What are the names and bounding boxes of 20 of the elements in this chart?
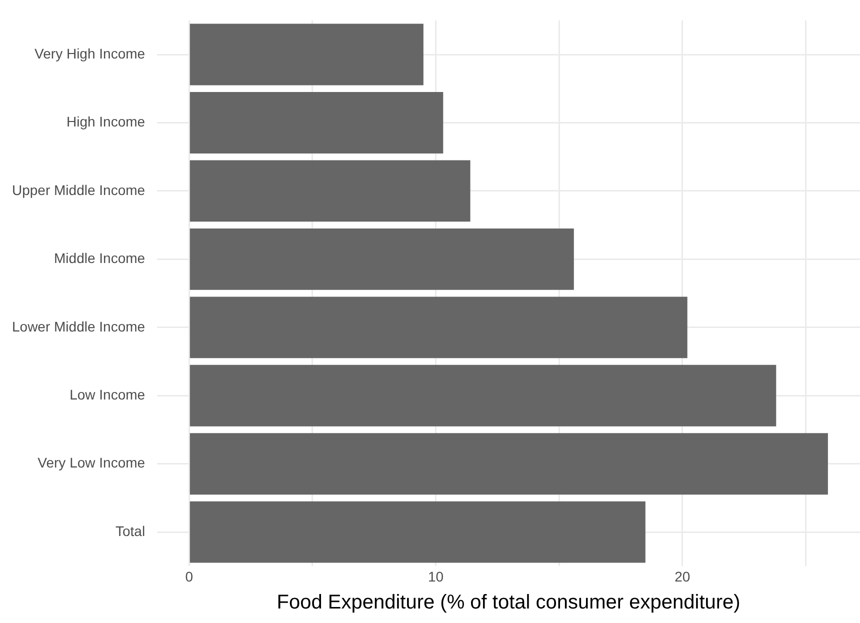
bar bbox=[190, 364, 776, 426]
x-axis-title: Food Expenditure (% of total consumer expenditure) bbox=[276, 592, 740, 614]
bar bbox=[190, 228, 574, 290]
x-tick-label: 10 bbox=[428, 568, 444, 584]
y-tick-label: Very High Income bbox=[34, 45, 146, 62]
bar bbox=[190, 160, 470, 222]
y-tick-label: Low Income bbox=[70, 386, 146, 402]
bar bbox=[190, 296, 688, 358]
bar bbox=[190, 92, 444, 154]
y-tick-label: Total bbox=[115, 522, 146, 539]
y-tick-label: Lower Middle Income bbox=[12, 318, 146, 334]
x-tick-label: 0 bbox=[185, 568, 194, 584]
y-tick-label: Middle Income bbox=[54, 250, 146, 266]
y-tick-label: Upper Middle Income bbox=[12, 182, 146, 198]
y-tick-label: High Income bbox=[66, 114, 146, 130]
bar bbox=[190, 24, 424, 86]
bar bbox=[190, 433, 828, 495]
y-tick-label: Very Low Income bbox=[38, 454, 146, 471]
bar bbox=[190, 501, 646, 563]
x-tick-label: 20 bbox=[674, 568, 690, 584]
